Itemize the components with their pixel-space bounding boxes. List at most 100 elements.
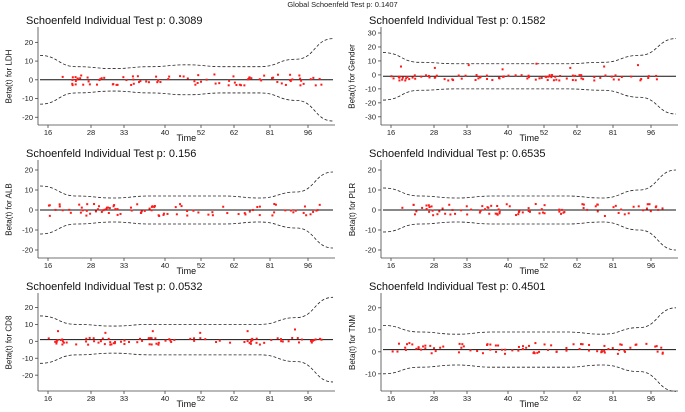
x-tick-label: 28 [87, 261, 95, 270]
residual-point [136, 75, 139, 78]
residual-point [270, 339, 273, 342]
x-tick-label: 52 [540, 128, 548, 137]
residual-point [411, 76, 414, 79]
residual-point [318, 77, 321, 80]
residual-point [515, 214, 518, 217]
residual-point [430, 352, 433, 355]
residual-point [578, 74, 581, 77]
residual-point [401, 78, 404, 81]
residual-point [299, 84, 302, 87]
residual-point [74, 76, 77, 79]
residual-point [166, 212, 169, 215]
residual-point [514, 74, 517, 77]
residual-point [113, 204, 116, 207]
residual-point [618, 349, 621, 352]
residual-point [457, 74, 460, 77]
residual-point [617, 78, 620, 81]
residual-point [627, 212, 630, 215]
residual-point [99, 340, 102, 343]
residual-point [528, 344, 531, 347]
residual-point [497, 208, 500, 211]
residual-point [415, 347, 418, 350]
residual-point [123, 343, 126, 346]
residual-point [154, 337, 157, 340]
residual-point [199, 331, 202, 334]
residual-point [153, 205, 156, 208]
residual-point [136, 203, 139, 206]
residual-point [486, 206, 489, 209]
y-tick-label: 10 [368, 325, 376, 334]
residual-point [527, 76, 530, 79]
residual-point [148, 343, 151, 346]
residual-point [87, 343, 90, 346]
residual-point [85, 209, 88, 212]
residual-point [258, 214, 261, 217]
lower-confidence-band [39, 221, 334, 249]
residual-point [582, 207, 585, 210]
residual-point [596, 210, 599, 213]
residual-point [310, 341, 313, 344]
residual-point [214, 82, 217, 85]
residual-point [587, 349, 590, 352]
residual-point [603, 351, 606, 354]
residual-point [422, 345, 425, 348]
y-tick-label: -10 [365, 369, 376, 378]
residual-point [153, 206, 156, 209]
residual-point [263, 341, 266, 344]
residual-point [582, 78, 585, 81]
residual-point [71, 84, 74, 87]
residual-point [48, 214, 51, 217]
residual-point [443, 78, 446, 81]
residual-point [68, 208, 71, 211]
panel-tnm: Schoenfeld Individual Test p: 0.4501 Bet… [343, 279, 685, 412]
residual-point [582, 203, 585, 206]
plot-area: 20 10 0 -10 -20 16 28 33 40 52 62 81 96 [22, 160, 335, 270]
residual-point [58, 205, 61, 208]
residual-point [276, 337, 279, 340]
residual-point [477, 77, 480, 80]
residual-point [107, 206, 110, 209]
residual-point [280, 82, 283, 85]
residual-point [159, 81, 162, 84]
residual-point [481, 352, 484, 355]
residual-point [151, 330, 154, 333]
residual-point [405, 343, 408, 346]
y-tick-label: 20 [25, 303, 33, 312]
upper-confidence-band [382, 169, 677, 199]
residual-point [140, 211, 143, 214]
residual-point [116, 213, 119, 216]
residual-point [645, 207, 648, 210]
residual-point [433, 347, 436, 350]
residual-point [435, 74, 438, 77]
residual-point [93, 203, 96, 206]
residual-point [637, 64, 639, 67]
residual-point [647, 77, 650, 80]
residual-point [391, 350, 394, 353]
residual-point [449, 213, 452, 216]
residual-point [543, 343, 546, 346]
residual-point [313, 339, 316, 342]
residual-point [647, 75, 650, 78]
residual-point [417, 347, 420, 350]
residual-point [442, 345, 445, 348]
residual-point [131, 75, 134, 78]
x-tick-label: 33 [463, 261, 471, 270]
residual-point [624, 350, 627, 353]
residual-point [314, 338, 317, 341]
residual-point [141, 339, 144, 342]
residual-point [243, 340, 246, 343]
residual-point [538, 212, 541, 215]
residual-point [494, 212, 497, 215]
residual-point [481, 205, 484, 208]
residual-point [272, 76, 275, 79]
residual-point [122, 76, 125, 79]
x-tick-label: 62 [230, 128, 238, 137]
plot-area: 20 10 0 -10 -20 16 28 33 40 52 62 81 96 [22, 27, 335, 137]
x-tick-label: 52 [540, 394, 548, 403]
residual-point [145, 80, 148, 83]
residual-point [436, 213, 439, 216]
residual-point [248, 210, 251, 213]
panel-title: Schoenfeld Individual Test p: 0.1582 [369, 15, 546, 27]
residual-point [421, 206, 424, 209]
residual-point [586, 208, 589, 211]
